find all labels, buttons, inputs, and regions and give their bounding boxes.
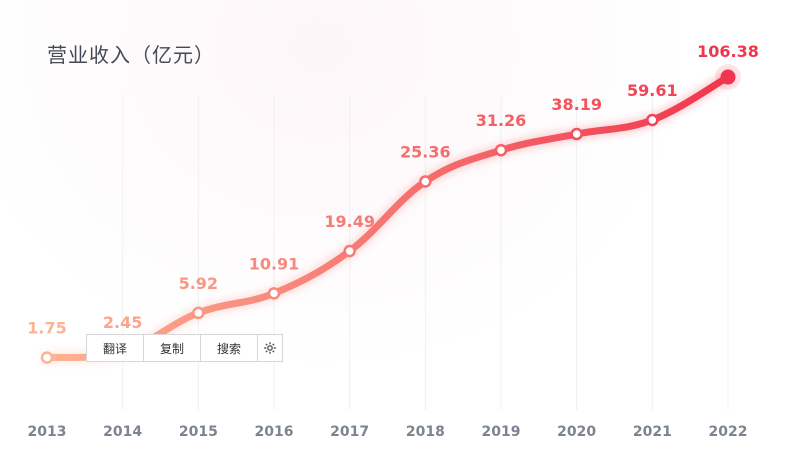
data-point[interactable] [494,143,508,157]
data-point[interactable] [343,244,356,258]
search-button[interactable]: 搜索 [201,335,258,361]
data-label: 25.36 [400,142,451,161]
x-tick-label: 2020 [557,424,596,440]
data-label: 1.75 [27,319,66,338]
x-tick-label: 2021 [633,424,672,440]
data-point[interactable] [419,175,432,188]
text-selection-toolbar: 翻译 复制 搜索 [86,334,283,362]
data-label: 38.19 [551,95,602,114]
x-tick-label: 2016 [255,424,294,440]
data-point[interactable] [40,351,54,364]
data-point[interactable] [192,306,205,320]
data-point[interactable] [646,113,659,127]
data-label: 5.92 [179,274,218,293]
x-tick-label: 2018 [406,424,445,440]
data-label: 31.26 [476,111,527,130]
x-tick-label: 2017 [330,424,369,440]
data-label: 106.38 [697,42,759,61]
data-point[interactable] [267,287,281,300]
series-line [41,71,734,364]
data-label: 59.61 [627,81,678,100]
x-axis-ticks: 2013 2014 2015 2016 2017 2018 2019 2020 2021 2022 [28,424,748,440]
translate-button[interactable]: 翻译 [87,335,144,361]
x-tick-label: 2014 [103,424,142,440]
x-tick-label: 2013 [28,424,67,440]
data-point[interactable] [720,69,736,85]
x-tick-label: 2022 [709,424,748,440]
data-point[interactable] [570,127,583,141]
data-label: 19.49 [324,212,375,231]
data-label: 10.91 [249,254,300,273]
grid-lines [122,95,729,410]
chart-title: 营业收入（亿元） [47,43,215,67]
series-line-path [43,73,732,362]
copy-button[interactable]: 复制 [144,335,201,361]
data-labels: 1.75 2.45 5.92 10.91 19.49 25.36 31.26 38.19 59.… [27,42,759,338]
gear-icon[interactable] [258,335,282,361]
data-label: 2.45 [103,313,142,332]
x-tick-label: 2019 [482,424,521,440]
x-tick-label: 2015 [179,424,218,440]
